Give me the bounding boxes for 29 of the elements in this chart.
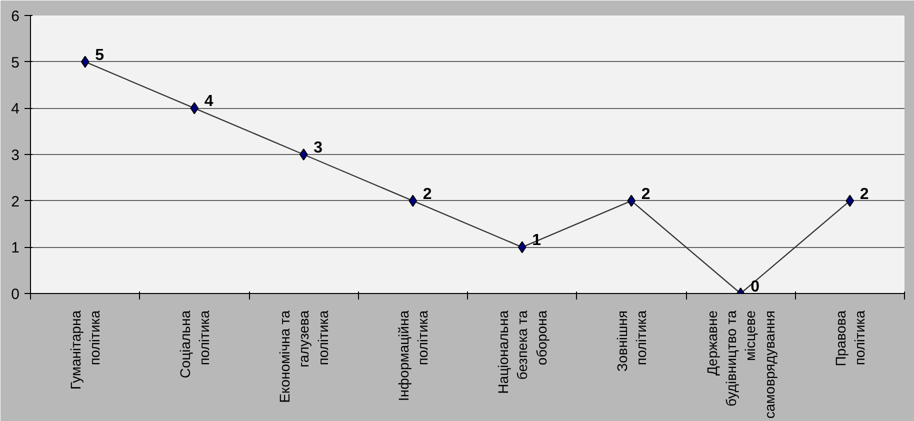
y-tick-label: 0 <box>11 286 20 303</box>
point <box>190 102 199 114</box>
data-label: 3 <box>314 140 323 156</box>
point <box>299 148 308 160</box>
x-tick-label: Інформаційна політика <box>395 310 430 402</box>
point <box>627 194 636 207</box>
y-tick-label: 5 <box>11 54 20 72</box>
data-label: 2 <box>641 186 650 203</box>
point <box>408 194 418 207</box>
y-tick-label: 3 <box>11 147 20 164</box>
y-tick-label: 1 <box>11 240 20 257</box>
y-tick-label: 6 <box>11 8 20 25</box>
data-label: 2 <box>860 186 869 203</box>
y-tick-label: 4 <box>11 100 20 118</box>
x-tick-label: Соціальна політика <box>176 310 212 378</box>
point <box>518 241 526 254</box>
data-label: 2 <box>422 186 432 203</box>
data-label: 0 <box>750 278 760 296</box>
x-tick-label: Державне будівництво та місцеве самоврядування <box>704 310 778 419</box>
data-label: 4 <box>204 93 214 110</box>
y-tick-label: 2 <box>11 193 20 210</box>
data-label: 5 <box>95 46 104 64</box>
x-tick-label: Гуманітарна політика <box>68 310 103 390</box>
x-tick-label: Економічна та галузева політика <box>276 310 331 403</box>
point <box>80 56 90 68</box>
point <box>846 194 854 207</box>
x-tick-label: Зовнішня політика <box>614 310 649 372</box>
x-tick-label: Національна безпека та оборона <box>494 310 550 394</box>
x-tick-label: Правова політика <box>832 310 868 366</box>
